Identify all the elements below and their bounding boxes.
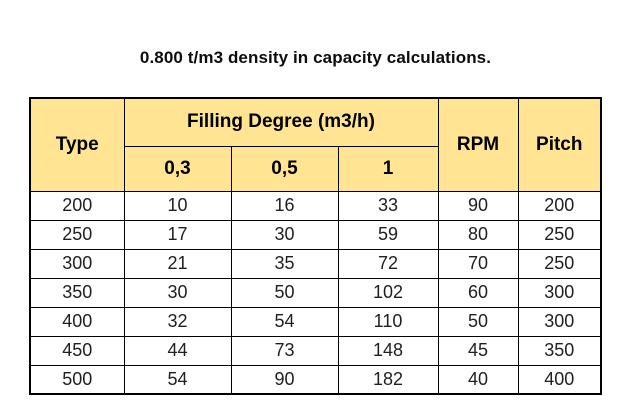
cell-fd-05: 54 — [230, 306, 339, 337]
page-title: 0.800 t/m3 density in capacity calculati… — [139, 48, 492, 67]
cell-fd-1: 59 — [337, 219, 439, 250]
cell-fd-1: 102 — [337, 277, 439, 308]
table-row: 450 44 73 148 45 350 — [29, 335, 602, 366]
cell-rpm: 70 — [437, 248, 519, 279]
header-row-2: 0,3 0,5 1 — [30, 145, 601, 192]
cell-pitch: 200 — [517, 190, 602, 221]
cell-fd-03: 32 — [123, 306, 232, 337]
column-header-fd-03: 0,3 — [123, 145, 232, 192]
cell-type: 300 — [29, 248, 125, 279]
cell-fd-1: 33 — [337, 190, 439, 221]
column-header-pitch: Pitch — [517, 97, 602, 192]
table-header: Type Filling Degree (m3/h) RPM Pitch 0,3… — [29, 97, 602, 192]
column-header-filling-degree: Filling Degree (m3/h) — [123, 97, 439, 147]
cell-fd-1: 72 — [337, 248, 439, 279]
cell-pitch: 250 — [517, 248, 602, 279]
cell-rpm: 80 — [437, 219, 519, 250]
cell-rpm: 45 — [437, 335, 519, 366]
column-header-rpm: RPM — [437, 97, 519, 192]
cell-fd-03: 30 — [123, 277, 232, 308]
table-row: 400 32 54 110 50 300 — [29, 306, 602, 337]
table-body: 200 10 16 33 90 200 250 17 30 59 80 250 … — [29, 190, 602, 395]
cell-fd-03: 17 — [123, 219, 232, 250]
cell-fd-05: 30 — [230, 219, 339, 250]
cell-rpm: 60 — [437, 277, 519, 308]
cell-type: 350 — [29, 277, 125, 308]
cell-fd-03: 44 — [123, 335, 232, 366]
cell-type: 450 — [29, 335, 125, 366]
cell-rpm: 50 — [437, 306, 519, 337]
cell-fd-1: 182 — [337, 364, 439, 395]
cell-fd-05: 35 — [230, 248, 339, 279]
cell-fd-05: 73 — [230, 335, 339, 366]
cell-pitch: 250 — [517, 219, 602, 250]
capacity-table: Type Filling Degree (m3/h) RPM Pitch 0,3… — [29, 97, 603, 395]
table-row: 350 30 50 102 60 300 — [29, 277, 602, 308]
cell-type: 200 — [29, 190, 125, 221]
cell-fd-05: 16 — [230, 190, 339, 221]
cell-type: 250 — [29, 219, 125, 250]
cell-fd-03: 21 — [123, 248, 232, 279]
table-row: 500 54 90 182 40 400 — [29, 364, 602, 395]
column-header-fd-05: 0,5 — [230, 145, 339, 192]
table-row: 200 10 16 33 90 200 — [29, 190, 602, 221]
cell-type: 400 — [29, 306, 125, 337]
cell-fd-03: 10 — [123, 190, 232, 221]
cell-rpm: 90 — [437, 190, 519, 221]
cell-pitch: 300 — [517, 277, 602, 308]
cell-pitch: 400 — [517, 364, 602, 395]
cell-fd-05: 90 — [230, 364, 339, 395]
column-header-type: Type — [29, 97, 125, 192]
cell-pitch: 350 — [517, 335, 602, 366]
table-row: 300 21 35 72 70 250 — [29, 248, 602, 279]
table-row: 250 17 30 59 80 250 — [29, 219, 602, 250]
cell-fd-03: 54 — [123, 364, 232, 395]
cell-fd-05: 50 — [230, 277, 339, 308]
cell-fd-1: 110 — [337, 306, 439, 337]
cell-type: 500 — [29, 364, 125, 395]
column-header-fd-1: 1 — [337, 145, 439, 192]
header-row-1: Type Filling Degree (m3/h) RPM Pitch — [29, 97, 602, 192]
cell-rpm: 40 — [437, 364, 519, 395]
cell-fd-1: 148 — [337, 335, 439, 366]
cell-pitch: 300 — [517, 306, 602, 337]
